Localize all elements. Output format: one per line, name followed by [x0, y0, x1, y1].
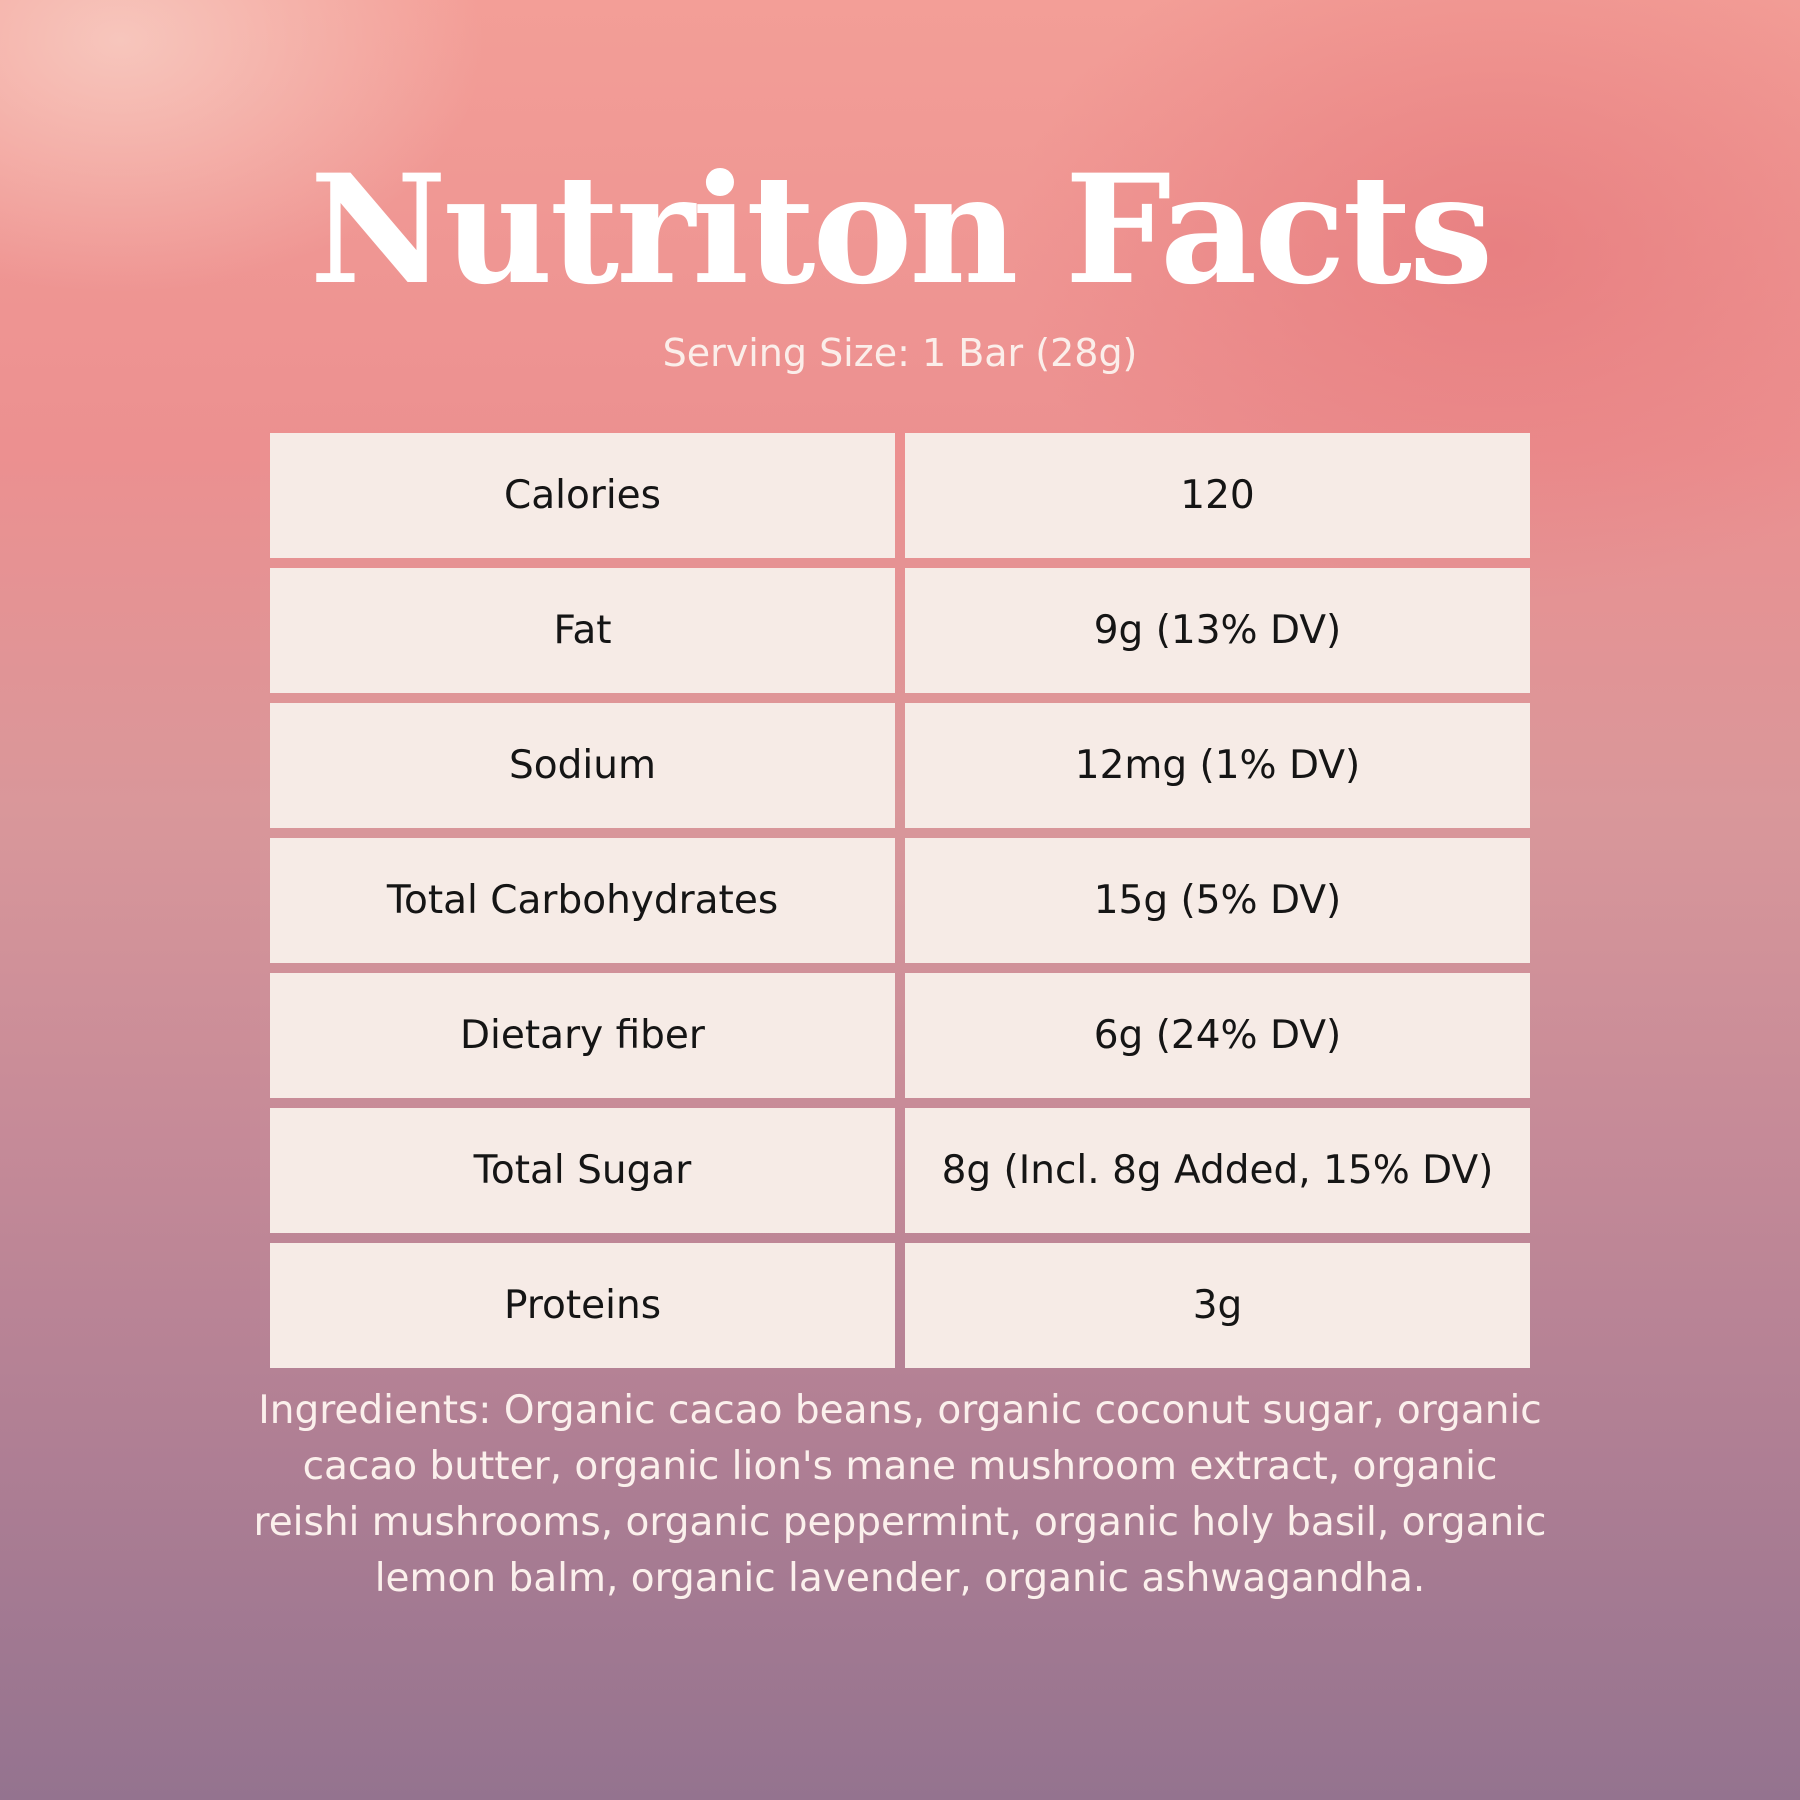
nutrient-label: Dietary fiber [270, 973, 895, 1098]
table-row: Sodium 12mg (1% DV) [270, 703, 1530, 828]
table-row: Total Carbohydrates 15g (5% DV) [270, 838, 1530, 963]
nutrient-label: Fat [270, 568, 895, 693]
page-title: Nutriton Facts [309, 142, 1494, 318]
nutrient-value: 9g (13% DV) [905, 568, 1530, 693]
table-row: Fat 9g (13% DV) [270, 568, 1530, 693]
table-row: Total Sugar 8g (Incl. 8g Added, 15% DV) [270, 1108, 1530, 1233]
nutrient-value: 120 [905, 433, 1530, 558]
ingredients-text: Ingredients: Organic cacao beans, organi… [253, 1388, 1547, 1601]
nutrient-label: Proteins [270, 1243, 895, 1368]
table-row: Calories 120 [270, 433, 1530, 558]
table-row: Dietary fiber 6g (24% DV) [270, 973, 1530, 1098]
nutrient-value: 8g (Incl. 8g Added, 15% DV) [905, 1108, 1530, 1233]
nutrient-label: Total Carbohydrates [270, 838, 895, 963]
serving-size: Serving Size: 1 Bar (28g) [662, 331, 1138, 375]
nutrient-label: Calories [270, 433, 895, 558]
table-row: Proteins 3g [270, 1243, 1530, 1368]
nutrient-value: 6g (24% DV) [905, 973, 1530, 1098]
nutrient-label: Sodium [270, 703, 895, 828]
nutrient-value: 15g (5% DV) [905, 838, 1530, 963]
nutrient-value: 12mg (1% DV) [905, 703, 1530, 828]
nutrient-value: 3g [905, 1243, 1530, 1368]
nutrition-table: Calories 120 Fat 9g (13% DV) Sodium 12mg… [270, 433, 1530, 1378]
nutrient-label: Total Sugar [270, 1108, 895, 1233]
